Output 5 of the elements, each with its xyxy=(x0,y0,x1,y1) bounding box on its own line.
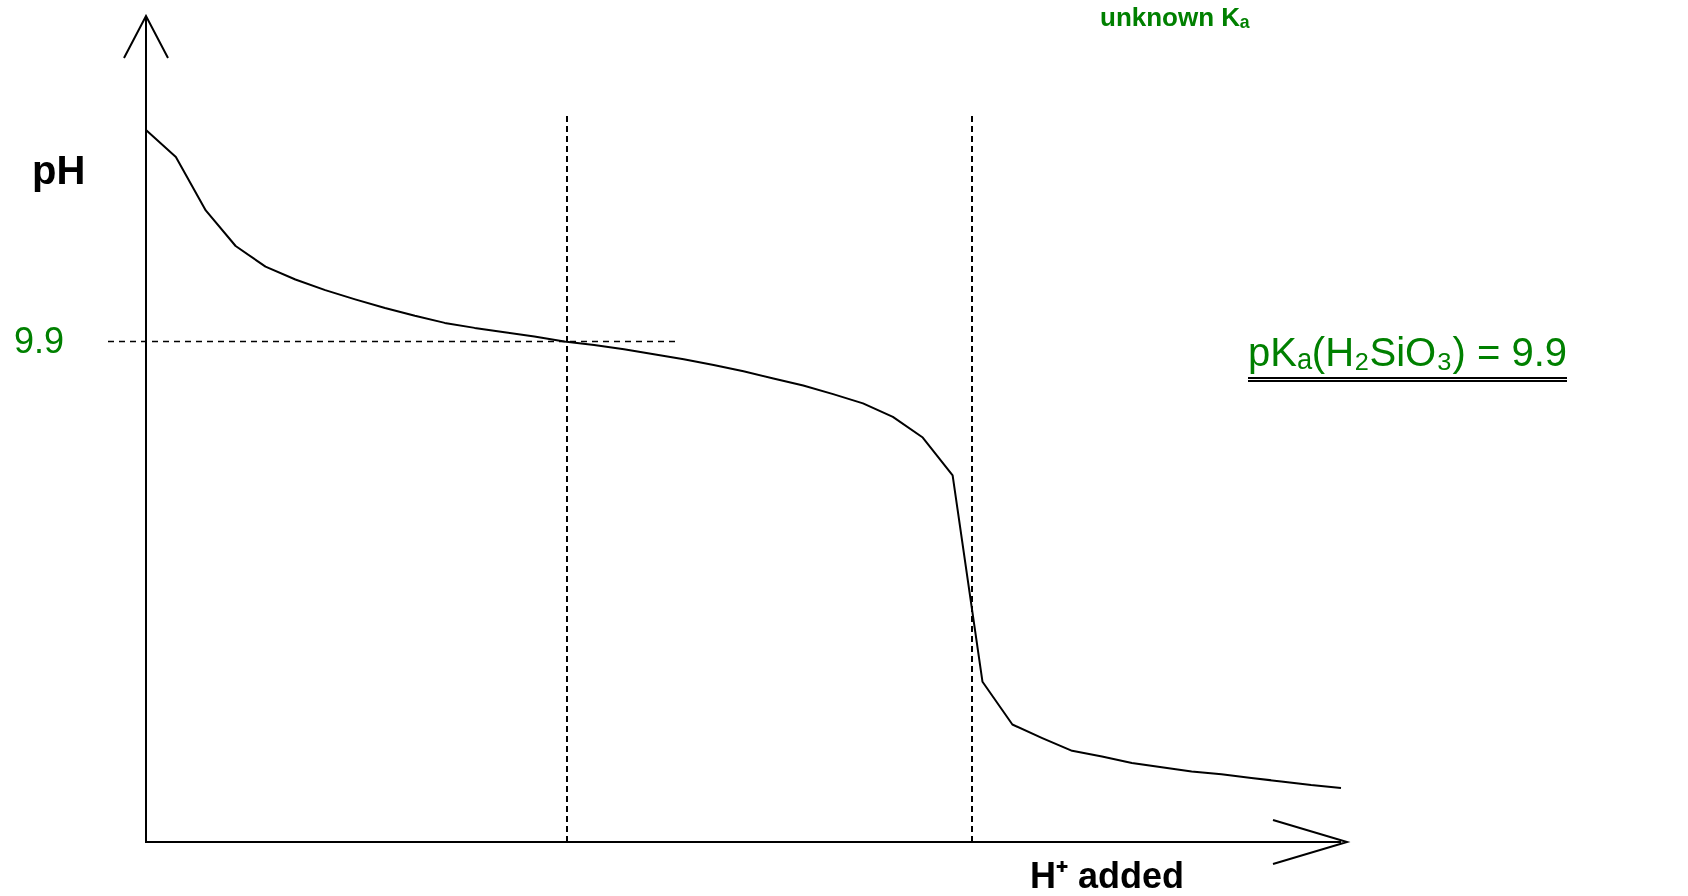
y-axis-title: pH xyxy=(32,148,86,193)
annotation: pKₐ(H₂SiO₃) = 9.9 xyxy=(1248,330,1568,382)
text: 9.9 xyxy=(14,320,65,362)
x-axis-title: H⁺ added xyxy=(1030,854,1185,896)
chart-title: unknown Kₐ xyxy=(1100,2,1250,33)
